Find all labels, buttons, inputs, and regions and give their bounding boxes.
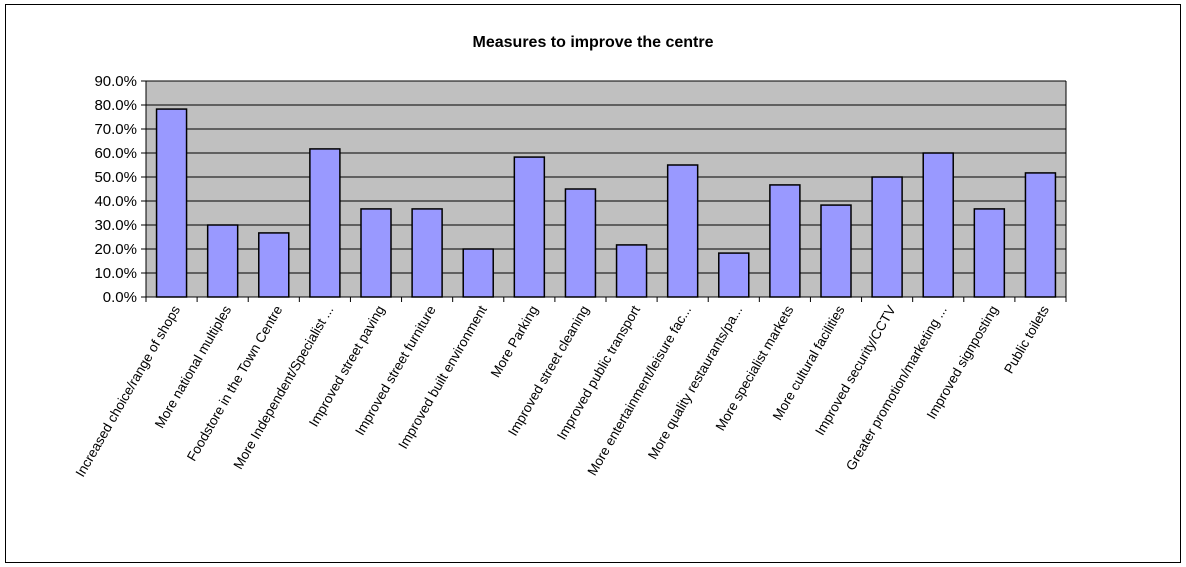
bar: [564, 188, 597, 298]
bar: [973, 208, 1006, 298]
y-tick-label: 0.0%: [103, 289, 137, 306]
bar: [615, 244, 648, 298]
plot-area: [146, 81, 1066, 297]
bar: [922, 152, 954, 298]
bar: [769, 184, 801, 298]
bar: [206, 224, 239, 298]
y-tick-label: 30.0%: [94, 217, 137, 234]
bar: [871, 176, 903, 298]
bar: [820, 204, 852, 298]
x-tick-label: Foodstore in the Town Centre: [184, 303, 285, 464]
y-tick-label: 50.0%: [94, 169, 137, 186]
x-tick-label: Greater promotion/marketing ...: [843, 303, 950, 473]
y-tick-label: 60.0%: [94, 145, 137, 162]
bar: [718, 252, 750, 298]
x-tick-label: Improved built environment: [395, 303, 490, 452]
bar: [462, 248, 494, 298]
chart-title: Measures to improve the centre: [472, 34, 714, 51]
y-tick-label: 80.0%: [94, 97, 137, 114]
y-tick-label: 70.0%: [94, 121, 137, 138]
bar: [258, 232, 290, 298]
x-tick-label: Increased choice/range of shops: [73, 303, 184, 480]
bar: [513, 156, 546, 298]
bar: [411, 208, 443, 298]
y-tick-label: 90.0%: [94, 73, 137, 90]
x-tick-label: Public toilets: [1001, 303, 1052, 376]
y-tick-label: 20.0%: [94, 241, 137, 258]
y-tick-label: 40.0%: [94, 193, 137, 210]
bar: [309, 148, 341, 298]
y-tick-label: 10.0%: [94, 265, 137, 282]
x-tick-label: More entertainment/leisure fac...: [584, 303, 694, 478]
x-tick-label: More Parking: [488, 303, 541, 380]
bar: [155, 108, 188, 298]
x-tick-label: More Independent/Specialist ...: [230, 303, 336, 472]
bar: [360, 208, 392, 298]
x-tick-label: More quality restaurants/pa...: [645, 303, 745, 462]
bar: [666, 164, 699, 298]
bar: [1024, 172, 1057, 298]
